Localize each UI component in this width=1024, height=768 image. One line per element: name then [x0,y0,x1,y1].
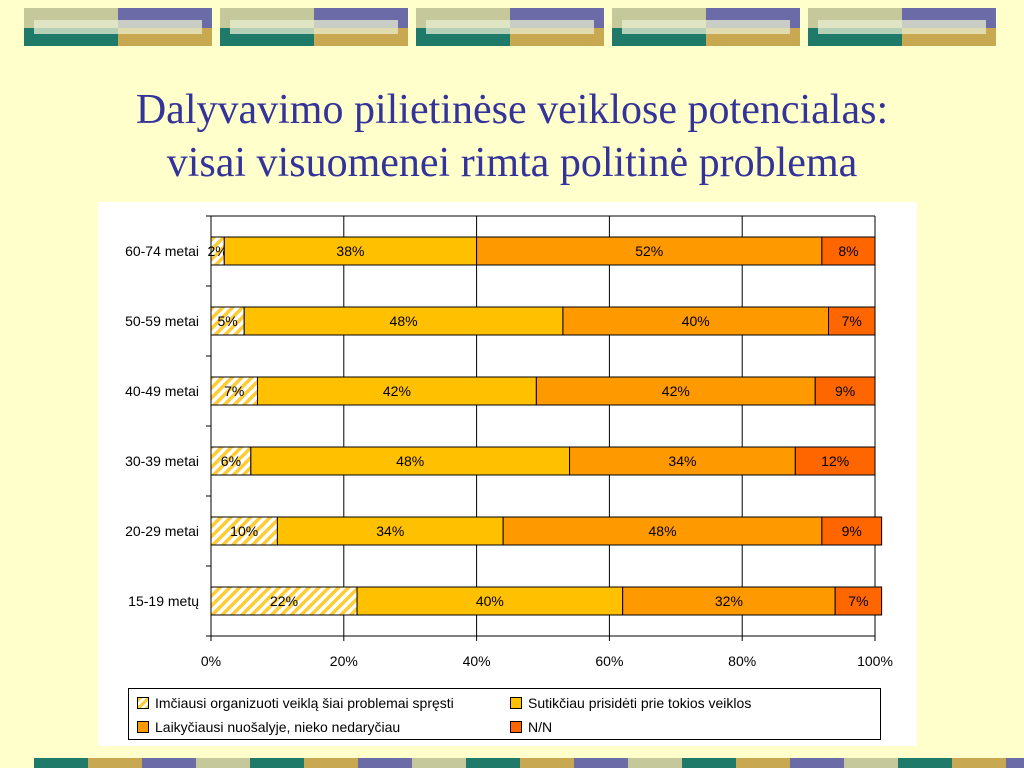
data-label-2-0: 7% [224,383,244,399]
data-label-0-2: 52% [635,243,663,259]
chart-panel: 2% 38% 52% 8% 5% 48% 40% 7% 7% 42% 42% 9% 6% 48% 34% 12… [98,202,917,746]
category-label-4: 20-29 metai [125,523,199,539]
data-label-0-0: 2% [208,243,228,259]
top-decoration-banner [24,8,996,46]
bar-segment-2-0 [210,376,258,406]
bar-segment-4-2 [502,516,823,546]
data-label-4-0: 10% [230,523,258,539]
bar-segment-3-3 [794,446,876,476]
data-label-1-0: 5% [217,313,237,329]
x-tick-label-60: 60% [595,653,623,669]
category-label-0: 60-74 metai [125,243,199,259]
bar-segment-3-2 [569,446,796,476]
slide-title-line-2: visai visuomenei rimta politinė problema [166,140,858,186]
data-label-2-1: 42% [383,383,411,399]
bar-segment-0-2 [476,236,823,266]
x-tick-label-100: 100% [857,653,893,669]
legend-label-organize: Imčiausi organizuoti veiklą šiai problem… [155,695,454,711]
data-label-1-2: 40% [682,313,710,329]
legend-label-dont-know: N/N [528,719,553,735]
data-label-3-2: 34% [668,453,696,469]
bars: 2% 38% 52% 8% 5% 48% 40% 7% 7% 42% 42% 9% 6% 48% 34% 12… [208,236,883,616]
data-label-4-1: 34% [376,523,404,539]
data-label-1-1: 48% [390,313,418,329]
stacked-bar-chart: 2% 38% 52% 8% 5% 48% 40% 7% 7% 42% 42% 9% 6% 48% 34% 12… [125,215,893,669]
data-label-2-2: 42% [662,383,690,399]
legend-swatch-dont-know [510,721,522,733]
data-label-5-0: 22% [270,593,298,609]
data-label-3-1: 48% [396,453,424,469]
category-label-5: 15-19 metų [128,593,199,609]
data-label-5-3: 7% [848,593,868,609]
bar-segment-1-3 [828,306,876,336]
data-label-0-3: 8% [838,243,858,259]
legend-label-contribute: Sutikčiau prisidėti prie tokios veiklos [528,695,752,711]
legend-item-dont-know: N/N [510,719,552,735]
bar-segment-2-3 [814,376,876,406]
category-label-1: 50-59 metai [125,313,199,329]
axes: 60-74 metai 50-59 metai 40-49 metai 30-39 m… [125,215,893,669]
data-label-0-1: 38% [336,243,364,259]
x-tick-label-80: 80% [728,653,756,669]
data-label-4-3: 9% [842,523,862,539]
bar-segment-4-3 [821,516,883,546]
bar-segment-0-3 [821,236,876,266]
legend-label-stay-aside: Laikyčiausi nuošalyje, nieko nedaryčiau [155,719,401,735]
bar-segment-5-0 [210,586,358,616]
bar-segment-2-1 [256,376,537,406]
bar-segment-5-1 [356,586,624,616]
bar-segment-1-1 [243,306,564,336]
slide-title-line-1: Dalyvavimo pilietinėse veiklose potencia… [135,87,889,133]
bar-segment-5-2 [622,586,836,616]
data-label-1-3: 7% [842,313,862,329]
legend-swatch-stay-aside [137,721,149,733]
legend: Imčiausi organizuoti veiklą šiai problem… [128,688,881,740]
x-tick-label-40: 40% [463,653,491,669]
data-label-4-2: 48% [649,523,677,539]
data-label-5-1: 40% [476,593,504,609]
category-label-3: 30-39 metai [125,453,199,469]
legend-swatch-contribute [510,697,522,709]
bar-segment-5-3 [834,586,883,616]
legend-item-stay-aside: Laikyčiausi nuošalyje, nieko nedaryčiau [137,719,400,735]
x-tick-label-0: 0% [201,653,221,669]
grid-lines [210,215,876,636]
legend-swatch-organize [137,697,149,709]
slide-title: Dalyvavimo pilietinėse veiklose potencia… [40,84,984,190]
legend-item-organize: Imčiausi organizuoti veiklą šiai problem… [137,695,454,711]
bar-segment-4-1 [276,516,504,546]
category-label-2: 40-49 metai [125,383,199,399]
data-label-5-2: 32% [715,593,743,609]
legend-item-contribute: Sutikčiau prisidėti prie tokios veiklos [510,695,751,711]
data-label-2-3: 9% [835,383,855,399]
bar-segment-0-1 [223,236,478,266]
data-label-3-0: 6% [221,453,241,469]
data-label-3-3: 12% [821,453,849,469]
bottom-decoration-banner [34,758,1024,768]
x-tick-label-20: 20% [330,653,358,669]
